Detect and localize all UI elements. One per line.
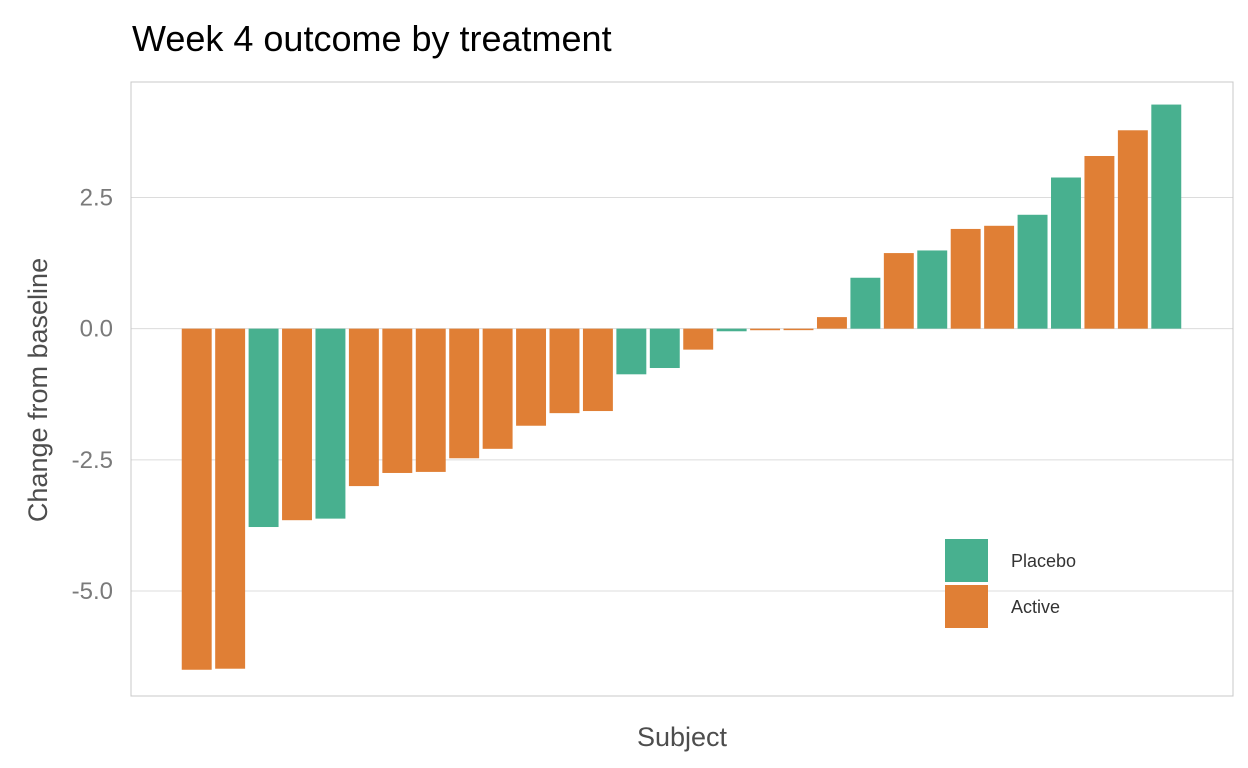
bar-active <box>950 228 981 329</box>
bar-active <box>984 225 1015 329</box>
bar-active <box>181 328 212 670</box>
y-tick-label: 0.0 <box>80 316 113 343</box>
bar-placebo <box>616 328 647 375</box>
bar-active <box>382 328 413 473</box>
bar-active <box>482 328 513 449</box>
bar-active <box>1117 130 1148 329</box>
y-axis-tick-labels: 2.5 0.0 -2.5 -5.0 <box>72 184 113 605</box>
y-tick-label: -5.0 <box>72 578 113 605</box>
bar-active <box>816 317 847 329</box>
legend-key-active <box>945 585 988 628</box>
bar-placebo <box>850 277 881 329</box>
bar-placebo <box>315 328 346 519</box>
x-axis-title: Subject <box>637 722 728 752</box>
y-tick-label: 2.5 <box>80 184 113 211</box>
chart-title: Week 4 outcome by treatment <box>132 18 612 59</box>
bar-active <box>582 328 613 412</box>
bar-active <box>783 328 814 331</box>
gridlines <box>131 196 1233 592</box>
bar-active <box>516 328 547 426</box>
bar-active <box>1084 155 1115 329</box>
y-tick-label: -2.5 <box>72 447 113 474</box>
bar-active <box>282 328 312 521</box>
bar-active <box>883 253 914 329</box>
bar-active <box>549 328 580 414</box>
bars <box>181 104 1182 670</box>
bar-active <box>449 328 480 459</box>
bar-placebo <box>1151 104 1182 329</box>
bar-active <box>750 328 781 331</box>
bar-placebo <box>248 328 279 528</box>
bar-active <box>683 328 714 350</box>
bar-placebo <box>649 328 680 369</box>
bar-placebo <box>716 328 747 332</box>
bar-placebo <box>917 250 948 329</box>
bar-active <box>348 328 379 487</box>
bar-placebo <box>1017 214 1048 329</box>
bar-active <box>215 328 246 669</box>
legend: Placebo Active <box>945 539 1076 628</box>
legend-label-active: Active <box>1011 597 1060 617</box>
plot-panel-border <box>130 81 1234 697</box>
legend-label-placebo: Placebo <box>1011 551 1076 571</box>
y-axis-title: Change from baseline <box>23 258 53 522</box>
bar-placebo <box>1051 177 1081 329</box>
legend-key-placebo <box>945 539 988 582</box>
bar-active <box>415 328 446 472</box>
